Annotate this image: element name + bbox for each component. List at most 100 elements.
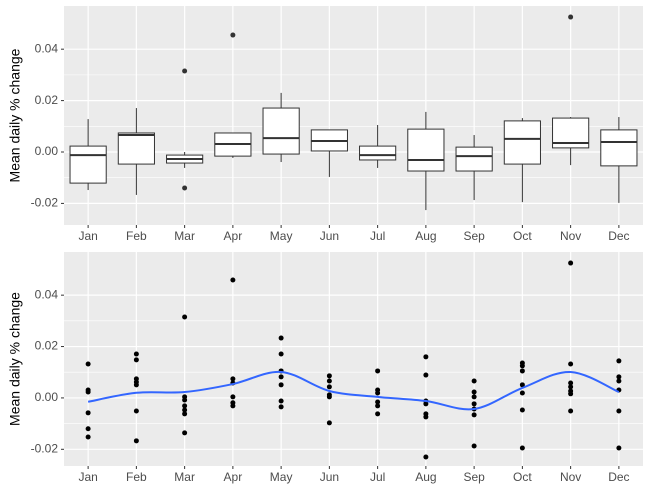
y-tick-label: 0.00 xyxy=(35,144,59,158)
x-tick-label: Oct xyxy=(513,229,532,243)
point xyxy=(471,378,477,384)
point xyxy=(278,335,284,341)
x-tick-label: May xyxy=(270,229,293,243)
point xyxy=(278,351,284,357)
outlier xyxy=(230,32,236,38)
point xyxy=(85,361,91,367)
x-tick-label: Dec xyxy=(608,229,629,243)
y-tick-label: -0.02 xyxy=(31,196,59,210)
point xyxy=(133,438,139,444)
point xyxy=(519,368,525,374)
point xyxy=(133,351,139,357)
point xyxy=(568,391,574,397)
y-axis-label: Mean daily % change xyxy=(7,292,23,426)
point xyxy=(85,410,91,416)
outlier xyxy=(182,185,188,191)
x-tick-label: Mar xyxy=(174,229,195,243)
point xyxy=(519,363,525,369)
point xyxy=(85,389,91,395)
point xyxy=(133,382,139,388)
smooth-line xyxy=(87,370,620,411)
outlier xyxy=(568,14,574,20)
x-tick-label: Jun xyxy=(320,470,339,484)
point xyxy=(230,403,236,409)
point xyxy=(519,382,525,388)
point xyxy=(471,401,477,407)
x-tick-label: Mar xyxy=(174,470,195,484)
x-tick-label: Jan xyxy=(78,229,97,243)
x-tick-label: Jun xyxy=(320,229,339,243)
point xyxy=(278,404,284,410)
point xyxy=(568,380,574,386)
point xyxy=(568,361,574,367)
x-tick-label: Jan xyxy=(78,470,97,484)
point xyxy=(182,403,188,409)
point xyxy=(616,408,622,414)
point xyxy=(182,397,188,403)
point xyxy=(568,260,574,266)
point xyxy=(375,390,381,396)
point xyxy=(375,399,381,405)
point xyxy=(326,378,332,384)
point xyxy=(375,403,381,409)
box xyxy=(359,145,397,161)
point xyxy=(519,445,525,451)
point xyxy=(230,376,236,382)
outlier xyxy=(182,68,188,74)
point xyxy=(133,357,139,363)
point xyxy=(85,434,91,440)
point xyxy=(326,420,332,426)
point xyxy=(616,358,622,364)
point xyxy=(471,412,477,418)
y-axis-label: Mean daily % change xyxy=(7,48,23,182)
x-tick-label: Sep xyxy=(463,470,485,484)
point xyxy=(182,314,188,320)
x-tick-label: Nov xyxy=(560,229,581,243)
x-tick-label: Dec xyxy=(608,470,629,484)
point xyxy=(326,384,332,390)
box xyxy=(262,107,300,155)
x-tick-label: Apr xyxy=(224,229,243,243)
box xyxy=(600,129,638,167)
x-tick-label: May xyxy=(270,470,293,484)
point xyxy=(133,408,139,414)
panel-background xyxy=(64,6,643,225)
point xyxy=(278,398,284,404)
point xyxy=(519,390,525,396)
y-tick-label: 0.02 xyxy=(35,93,59,107)
x-tick-label: Nov xyxy=(560,470,581,484)
point xyxy=(423,354,429,360)
point xyxy=(423,401,429,407)
point xyxy=(471,394,477,400)
point xyxy=(423,414,429,420)
x-tick-label: Sep xyxy=(463,229,485,243)
x-tick-label: Aug xyxy=(415,470,436,484)
point xyxy=(471,389,477,395)
point xyxy=(182,430,188,436)
x-tick-label: Oct xyxy=(513,470,532,484)
y-tick-label: 0.04 xyxy=(35,287,59,301)
point xyxy=(519,407,525,413)
x-tick-label: Jul xyxy=(370,229,385,243)
point xyxy=(182,411,188,417)
y-tick-label: 0.00 xyxy=(35,390,59,404)
point xyxy=(278,374,284,380)
y-tick-label: 0.02 xyxy=(35,339,59,353)
box xyxy=(455,146,493,172)
point xyxy=(182,407,188,413)
point xyxy=(423,372,429,378)
point xyxy=(471,443,477,449)
point xyxy=(375,368,381,374)
point xyxy=(326,394,332,400)
x-tick-label: Jul xyxy=(370,470,385,484)
point xyxy=(230,277,236,283)
y-tick-label: -0.02 xyxy=(31,441,59,455)
point xyxy=(230,394,236,400)
point xyxy=(616,378,622,384)
point xyxy=(278,382,284,388)
point xyxy=(616,445,622,451)
point xyxy=(423,454,429,460)
x-tick-label: Feb xyxy=(126,229,147,243)
